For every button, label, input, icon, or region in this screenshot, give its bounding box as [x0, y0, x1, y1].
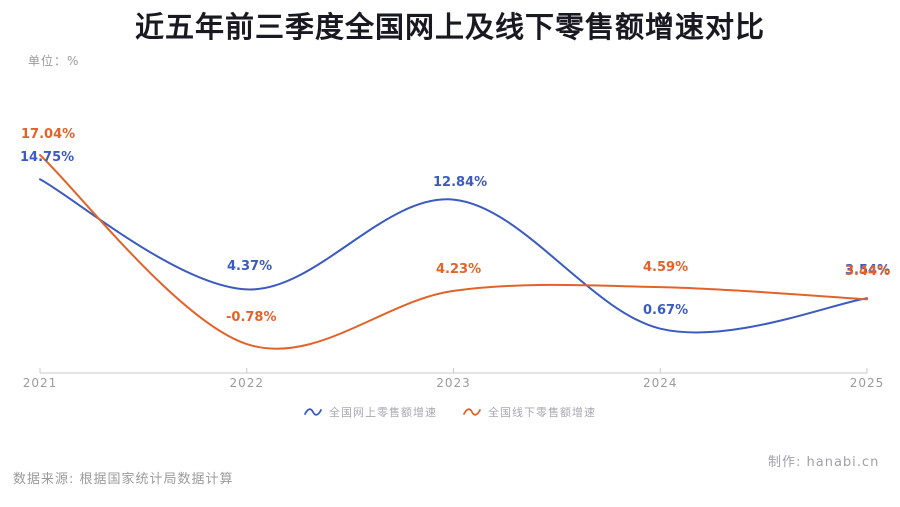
x-tick-label: 2021	[22, 376, 58, 390]
value-label: 3.54%	[845, 263, 891, 278]
x-tick-label: 2023	[436, 376, 471, 390]
credit-note: 制作: hanabi.cn	[768, 455, 880, 470]
legend-label: 全国网上零售额增速	[329, 406, 437, 419]
value-label: 0.67%	[643, 303, 689, 318]
series-line-online	[39, 178, 868, 334]
chart-legend: 全国网上零售额增速 全国线下零售额增速	[0, 404, 900, 420]
value-label: 12.84%	[433, 175, 488, 190]
value-label: 4.23%	[436, 262, 482, 277]
x-tick-label: 2025	[849, 376, 885, 390]
data-source-note: 数据来源: 根据国家统计局数据计算	[13, 472, 234, 487]
value-label: 14.75%	[20, 150, 75, 165]
series-line-offline	[39, 154, 868, 350]
legend-label: 全国线下零售额增速	[488, 406, 596, 419]
x-tick-label: 2022	[229, 376, 265, 390]
value-label: 17.04%	[21, 127, 76, 142]
value-label: -0.78%	[226, 310, 277, 325]
wave-icon	[304, 408, 322, 416]
value-label: 3.44%	[845, 264, 891, 279]
legend-item-online[interactable]: 全国网上零售额增速	[304, 404, 437, 420]
line-chart-plot	[39, 154, 868, 374]
legend-item-offline[interactable]: 全国线下零售额增速	[463, 404, 596, 420]
wave-icon	[463, 408, 481, 416]
value-label: 4.37%	[227, 259, 273, 274]
value-label: 4.59%	[643, 260, 689, 275]
x-tick-label: 2024	[642, 376, 678, 390]
chart-title: 近五年前三季度全国网上及线下零售额增速对比	[134, 10, 765, 44]
unit-label: 单位：%	[28, 54, 80, 68]
